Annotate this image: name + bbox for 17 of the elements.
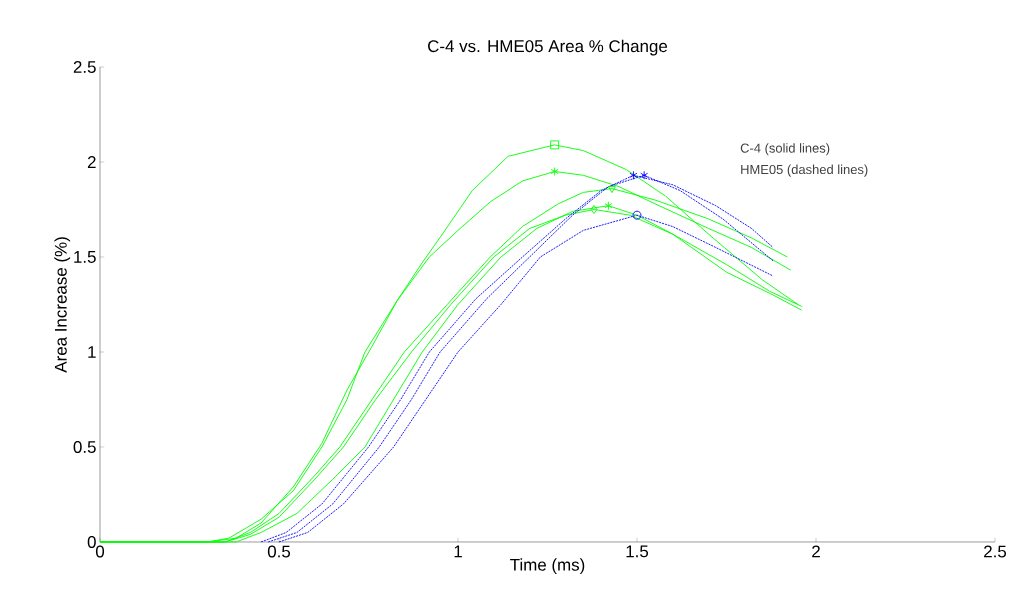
x-tick-label: 0 — [95, 545, 105, 558]
y-tick-label: 0 — [87, 535, 96, 548]
y-tick-label: 2.5 — [73, 60, 96, 73]
y-tick-label: 2 — [87, 156, 96, 168]
annotation: C-4 (solid lines) — [740, 143, 830, 156]
x-tick-label: 0.5 — [267, 545, 291, 558]
y-tick-label: 0.5 — [73, 440, 96, 453]
chart-title: C-4 vs. HME05 Area % Change — [428, 39, 668, 56]
y-axis-title: Area Increase (%) — [54, 237, 71, 373]
x-tick-label: 1.5 — [626, 545, 649, 558]
x-tick-label: 2 — [812, 545, 820, 558]
x-tick-label: 2.5 — [984, 545, 1007, 558]
x-axis-title: Time (ms) — [510, 558, 585, 575]
y-tick-label: 1.5 — [74, 251, 96, 263]
x-tick-label: 1 — [454, 545, 462, 558]
y-tick-label: 1 — [88, 346, 96, 358]
annotation: HME05 (dashed lines) — [741, 164, 868, 177]
